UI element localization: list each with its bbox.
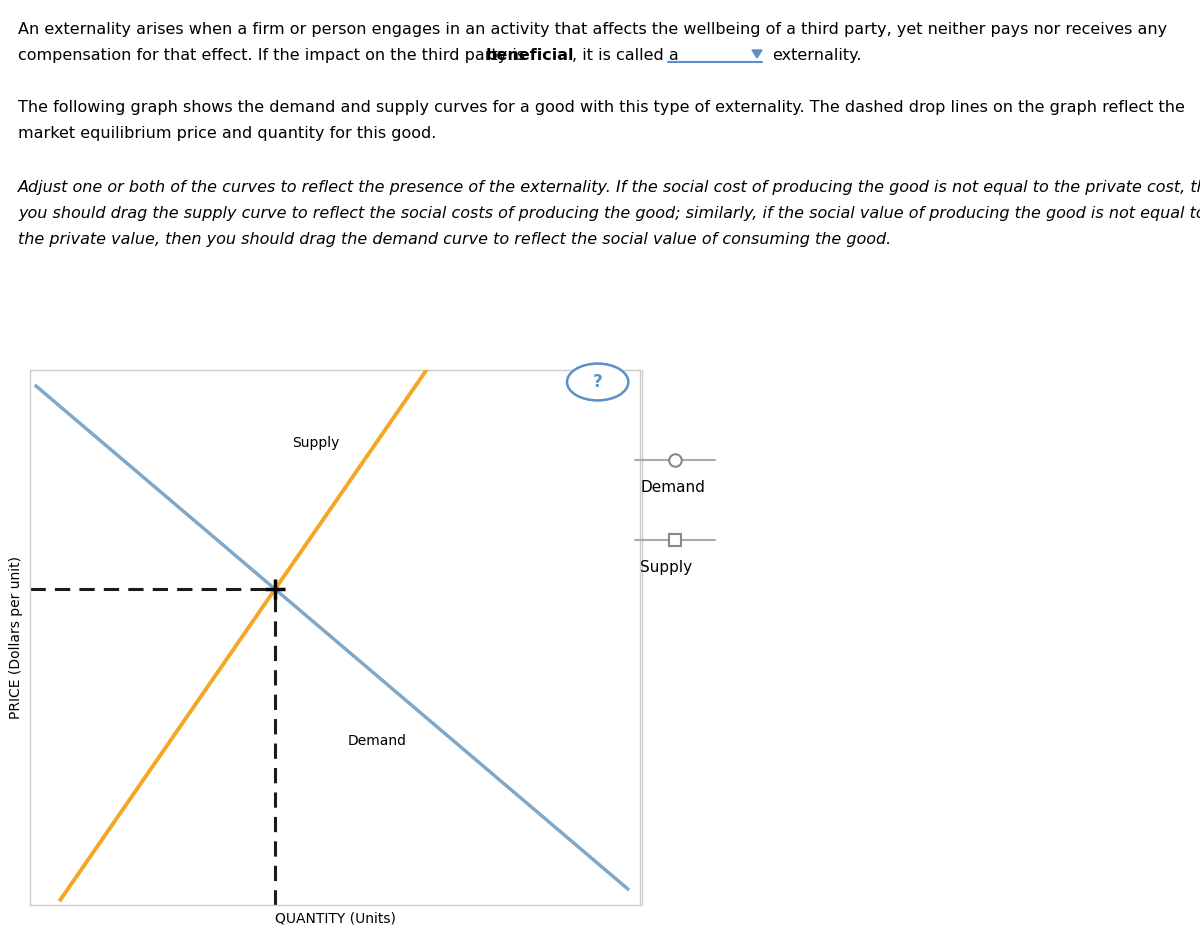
Text: Supply: Supply — [640, 560, 692, 575]
X-axis label: QUANTITY (Units): QUANTITY (Units) — [275, 912, 396, 926]
Text: you should drag the supply curve to reflect the social costs of producing the go: you should drag the supply curve to refl… — [18, 206, 1200, 221]
Text: externality.: externality. — [772, 48, 862, 63]
Y-axis label: PRICE (Dollars per unit): PRICE (Dollars per unit) — [10, 556, 23, 719]
Polygon shape — [752, 50, 762, 58]
Circle shape — [568, 364, 629, 401]
Text: beneficial: beneficial — [486, 48, 575, 63]
Text: market equilibrium price and quantity for this good.: market equilibrium price and quantity fo… — [18, 126, 437, 141]
Text: Demand: Demand — [640, 480, 704, 495]
Text: compensation for that effect. If the impact on the third party is: compensation for that effect. If the imp… — [18, 48, 530, 63]
Text: An externality arises when a firm or person engages in an activity that affects : An externality arises when a firm or per… — [18, 22, 1168, 37]
Text: Supply: Supply — [293, 436, 340, 450]
Text: ?: ? — [593, 373, 602, 391]
Text: The following graph shows the demand and supply curves for a good with this type: The following graph shows the demand and… — [18, 100, 1184, 115]
Text: the private value, then you should drag the demand curve to reflect the social v: the private value, then you should drag … — [18, 232, 892, 247]
Text: , it is called a: , it is called a — [572, 48, 679, 63]
Text: Adjust one or both of the curves to reflect the presence of the externality. If : Adjust one or both of the curves to refl… — [18, 180, 1200, 195]
Text: Demand: Demand — [347, 734, 406, 748]
